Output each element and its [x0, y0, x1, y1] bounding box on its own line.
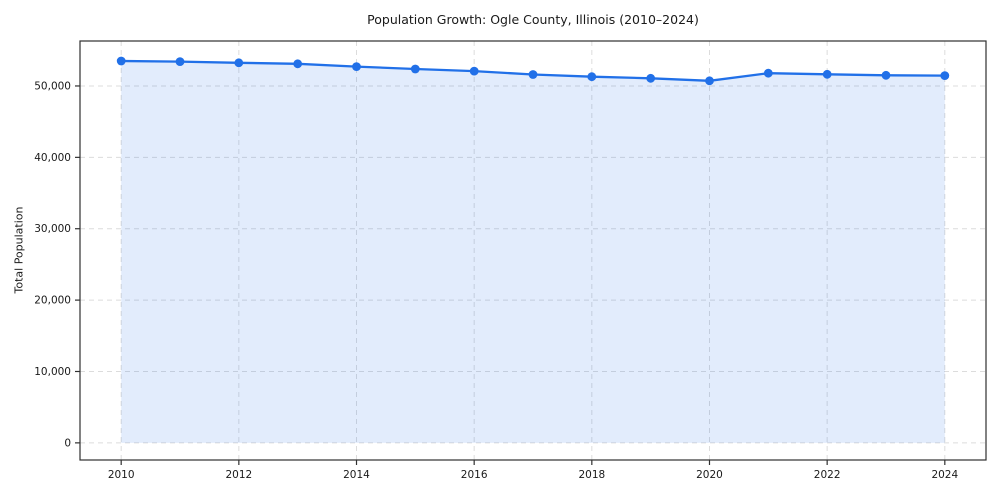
axes-spines — [79, 40, 987, 461]
data-point-marker — [646, 73, 656, 83]
data-point-marker — [352, 62, 361, 71]
x-tick-label: 2022 — [814, 469, 841, 481]
x-tick-label: 2012 — [225, 469, 252, 481]
data-point-marker — [763, 68, 773, 78]
data-point-marker — [116, 56, 126, 66]
data-point-marker — [528, 70, 538, 79]
y-tick-label: 10,000 — [34, 366, 71, 378]
data-point-marker — [234, 58, 244, 68]
data-point-marker — [705, 76, 714, 86]
x-tick-label: 2014 — [343, 469, 370, 481]
data-point-marker — [410, 64, 420, 74]
y-tick-label: 40,000 — [34, 152, 71, 164]
y-tick-label: 50,000 — [34, 80, 71, 92]
data-point-marker — [881, 70, 891, 80]
data-point-marker — [469, 66, 479, 76]
data-point-marker — [940, 71, 950, 80]
y-tick-label: 0 — [64, 437, 71, 449]
x-tick-label: 2018 — [578, 469, 605, 481]
data-point-marker — [175, 57, 185, 66]
area-fill — [121, 61, 945, 443]
y-tick-label: 30,000 — [34, 223, 71, 235]
x-tick-label: 2010 — [108, 469, 135, 481]
x-tick-label: 2016 — [461, 469, 488, 481]
y-tick-label: 20,000 — [34, 295, 71, 307]
data-point-marker — [587, 72, 597, 82]
data-point-marker — [293, 59, 303, 69]
chart-title: Population Growth: Ogle County, Illinois… — [367, 12, 699, 27]
x-tick-label: 2024 — [931, 469, 958, 481]
x-tick-label: 2020 — [696, 469, 723, 481]
data-point-marker — [822, 69, 832, 79]
plot-area — [80, 41, 986, 460]
